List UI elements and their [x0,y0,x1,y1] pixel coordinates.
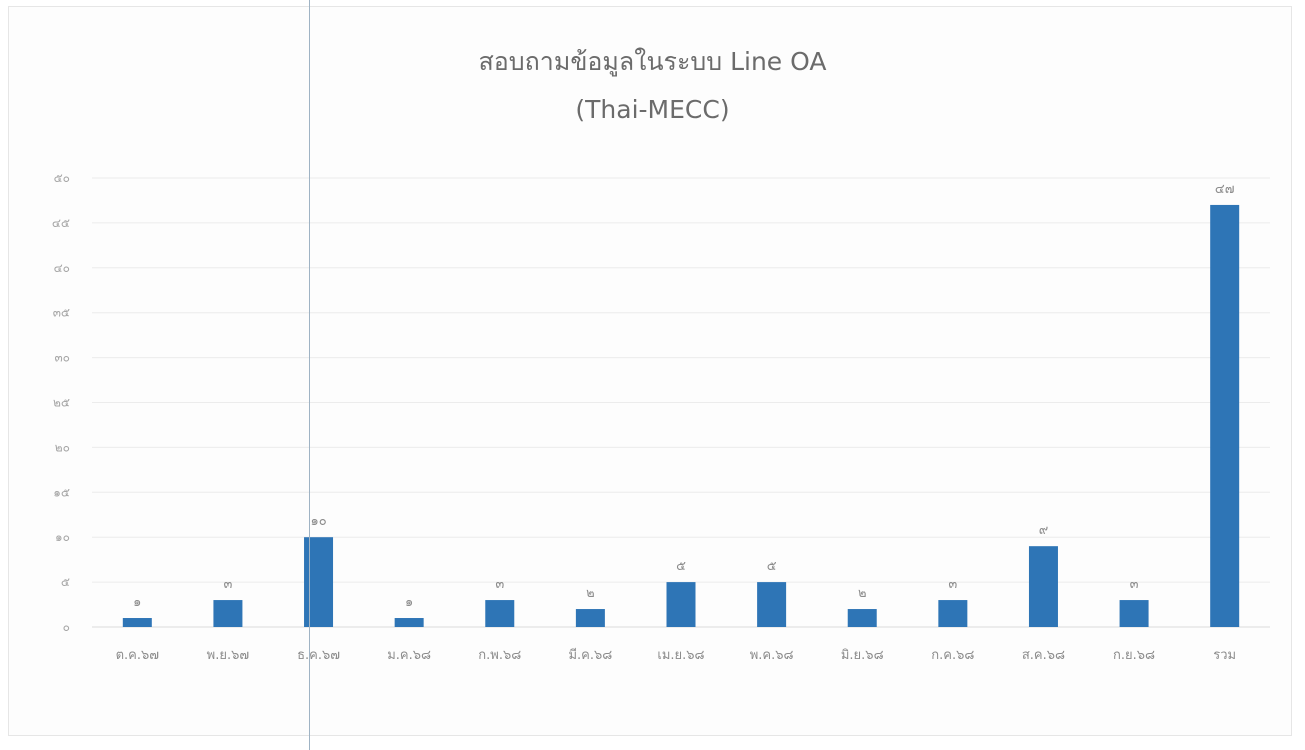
data-label-3: ๑ [405,595,413,610]
bar-1 [213,600,243,627]
category-label-10: ส.ค.๖๘ [1022,648,1065,663]
y-tick-label: ๓๐ [54,351,70,365]
bar-0 [122,618,152,627]
data-label-0: ๑ [133,595,141,610]
category-label-9: ก.ค.๖๘ [931,648,974,663]
y-tick-label: ๑๐ [55,530,70,544]
y-tick-label: ๒๕ [53,396,70,410]
data-label-6: ๕ [676,559,686,574]
data-label-11: ๓ [1130,577,1139,592]
data-label-1: ๓ [223,577,232,592]
data-label-10: ๙ [1039,523,1049,538]
category-label-2: ธ.ค.๖๗ [297,648,340,663]
y-tick-label: ๔๕ [52,216,70,230]
data-label-9: ๓ [948,577,957,592]
y-tick-label: ๐ [63,620,70,634]
bar-12 [1210,204,1240,627]
data-label-12: ๔๗ [1215,182,1235,197]
bar-3 [394,618,424,627]
y-tick-label: ๕๐ [54,171,70,185]
category-label-5: มี.ค.๖๘ [568,647,612,663]
category-label-3: ม.ค.๖๘ [387,648,431,663]
y-tick-label: ๑๕ [53,485,70,499]
bar-7 [757,582,787,627]
data-labels: ๑ ๓ ๑๐๑ ๓๒ ๕ ๕๒ ๓ ๙๓ ๔๗ [133,182,1234,610]
chart-subtitle: (Thai-MECC) [575,95,730,124]
y-tick-label: ๔๐ [54,261,70,275]
category-label-1: พ.ย.๖๗ [207,648,249,663]
data-label-7: ๕ [767,559,777,574]
data-label-5: ๒ [586,586,595,601]
gridlines [92,177,1270,628]
bar-2 [304,537,334,627]
y-axis-ticks: ๐ ๕ ๑๐ ๑๕ ๒๐ ๒๕ ๓๐ ๓๕ ๔๐ ๔๕ ๕๐ [52,171,70,634]
category-label-7: พ.ค.๖๘ [750,648,794,663]
bar-10 [1028,546,1058,627]
y-tick-label: ๒๐ [55,440,70,454]
bar-11 [1119,600,1149,627]
y-tick-label: ๕ [61,575,70,589]
category-label-4: ก.พ.๖๘ [478,648,521,663]
data-label-4: ๓ [495,577,504,592]
bar-6 [666,582,696,627]
data-label-2: ๑๐ [310,514,326,529]
bar-9 [938,600,968,627]
bar-8 [847,609,877,627]
bar-4 [485,600,515,627]
y-tick-label: ๓๕ [53,306,70,320]
category-label-11: ก.ย.๖๘ [1113,648,1155,663]
data-label-8: ๒ [858,586,867,601]
category-label-12: รวม [1213,648,1236,663]
category-label-6: เม.ย.๖๘ [657,648,704,663]
x-axis-categories: ต.ค.๖๗ พ.ย.๖๗ ธ.ค.๖๗ ม.ค.๖๘ ก.พ.๖๘ มี.ค.๖๘ เม.… [116,647,1237,663]
bar-5 [575,609,605,627]
category-label-0: ต.ค.๖๗ [116,648,159,663]
scan-artifact-line [309,0,310,750]
chart-title: สอบถามข้อมูลในระบบ Line OA [478,47,827,76]
bars [122,204,1240,627]
category-label-8: มิ.ย.๖๘ [841,648,884,663]
